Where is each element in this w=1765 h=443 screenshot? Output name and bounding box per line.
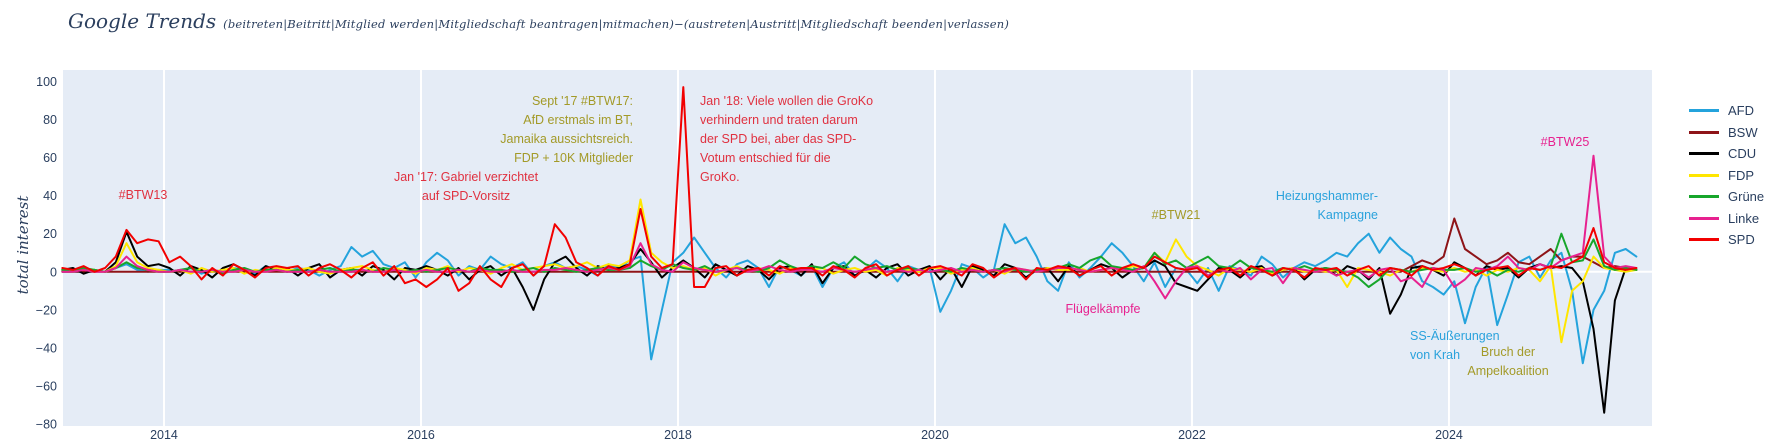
legend-item-spd[interactable]: SPD	[1689, 229, 1764, 251]
y-tick-label: −80	[36, 418, 57, 432]
legend-label: SPD	[1728, 232, 1755, 248]
y-tick-label: 20	[43, 227, 57, 241]
series-line-linke	[61, 154, 1638, 300]
legend-item-grüne[interactable]: Grüne	[1689, 186, 1764, 208]
legend-item-linke[interactable]: Linke	[1689, 208, 1764, 230]
y-tick-label: 40	[43, 189, 57, 203]
legend-line-swatch	[1689, 130, 1719, 134]
y-tick-label: 0	[50, 265, 57, 279]
y-tick-label: 80	[43, 113, 57, 127]
y-tick-label: −20	[36, 303, 57, 317]
series-line-spd	[61, 86, 1638, 292]
chart-title-main: Google Trends	[68, 9, 217, 33]
series-line-grüne	[61, 232, 1638, 288]
chart-title-qualifier: (beitreten|Beitritt|Mitglied werden|Mitg…	[223, 17, 1010, 31]
x-tick-label: 2022	[1178, 428, 1206, 442]
x-tick-label: 2016	[407, 428, 435, 442]
legend-line-swatch	[1689, 173, 1719, 177]
x-tick-label: 2020	[921, 428, 949, 442]
legend-line-swatch	[1689, 109, 1719, 113]
legend-label: BSW	[1728, 124, 1758, 140]
legend: AFD BSW CDU FDP Grüne Linke SPD	[1689, 100, 1764, 251]
plot-area[interactable]	[63, 70, 1652, 426]
legend-line-swatch	[1689, 195, 1719, 199]
y-tick-label: 60	[43, 151, 57, 165]
x-tick-label: 2014	[150, 428, 178, 442]
legend-label: Grüne	[1728, 189, 1765, 205]
chart-title: Google Trends (beitreten|Beitritt|Mitgli…	[68, 9, 1009, 33]
legend-line-swatch	[1689, 238, 1719, 242]
legend-item-bsw[interactable]: BSW	[1689, 122, 1764, 144]
y-tick-label: −60	[36, 380, 57, 394]
legend-item-afd[interactable]: AFD	[1689, 100, 1764, 122]
y-tick-label: −40	[36, 341, 57, 355]
legend-line-swatch	[1689, 152, 1719, 156]
x-tick-label: 2018	[664, 428, 692, 442]
legend-item-cdu[interactable]: CDU	[1689, 143, 1764, 165]
legend-label: FDP	[1728, 167, 1754, 183]
y-tick-label: 100	[36, 75, 57, 89]
legend-item-fdp[interactable]: FDP	[1689, 165, 1764, 187]
legend-line-swatch	[1689, 216, 1719, 220]
x-tick-label: 2024	[1435, 428, 1463, 442]
legend-label: CDU	[1728, 146, 1757, 162]
legend-label: Linke	[1728, 210, 1760, 226]
legend-label: AFD	[1728, 103, 1754, 119]
